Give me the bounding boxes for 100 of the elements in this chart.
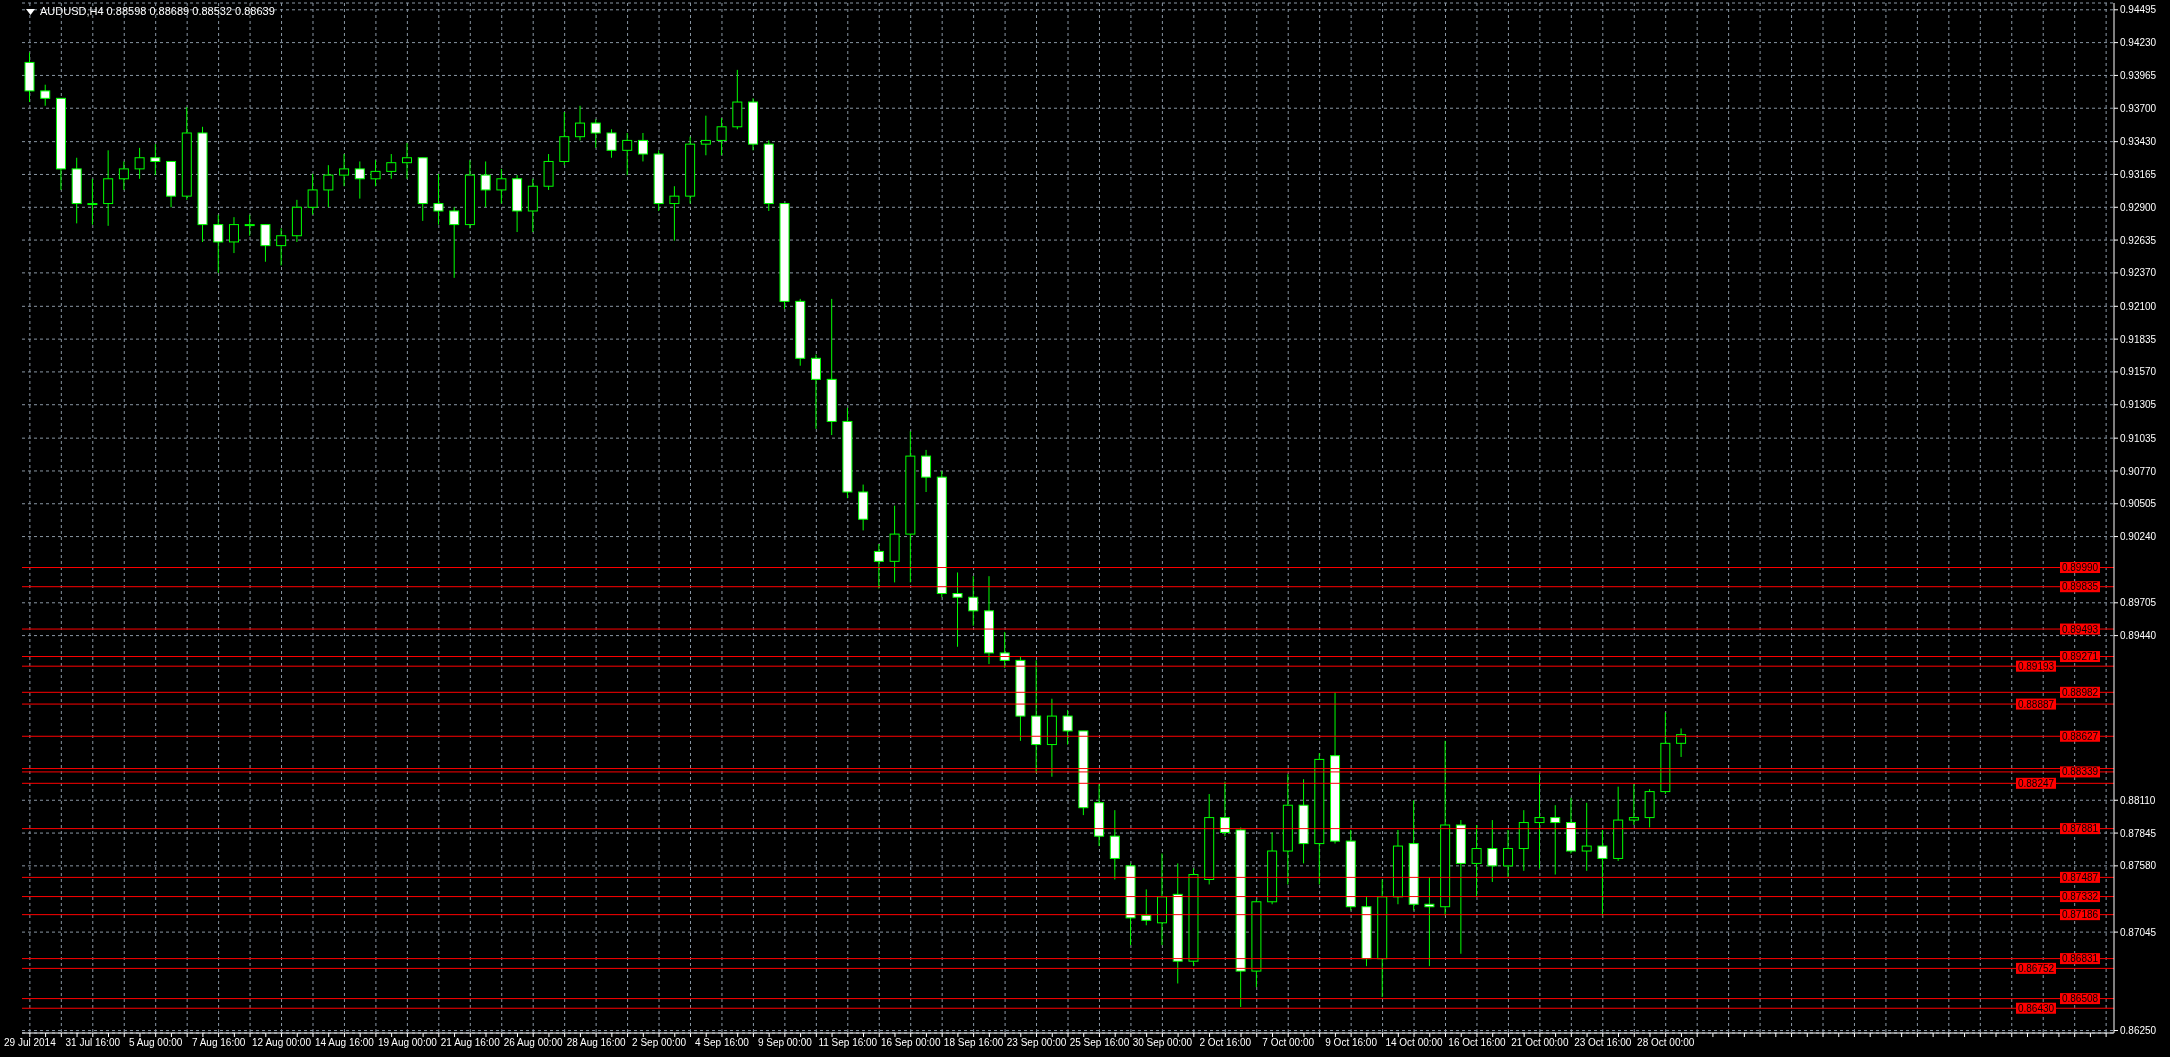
ref-line-label: 0.88887 bbox=[2017, 698, 2055, 710]
x-tick-label: 16 Sep 00:00 bbox=[880, 1037, 941, 1049]
y-tick-label: 0.92635 bbox=[2120, 234, 2157, 246]
candlestick bbox=[1471, 824, 1482, 898]
y-tick-label: 0.87580 bbox=[2120, 860, 2157, 872]
candlestick bbox=[622, 132, 633, 176]
x-tick-label: 25 Sep 16:00 bbox=[1069, 1037, 1130, 1049]
chart-title: AUDUSD,H4 0.88598 0.88689 0.88532 0.88639 bbox=[40, 5, 275, 18]
x-tick-label: 21 Oct 00:00 bbox=[1511, 1037, 1569, 1049]
candlestick bbox=[1424, 876, 1435, 967]
y-tick-label: 0.92100 bbox=[2120, 300, 2157, 312]
candlestick bbox=[1487, 819, 1498, 883]
x-tick-label: 11 Sep 16:00 bbox=[818, 1037, 878, 1049]
x-tick-label: 19 Aug 00:00 bbox=[377, 1037, 438, 1049]
y-tick-label: 0.91035 bbox=[2120, 432, 2157, 444]
x-tick-label: 12 Aug 00:00 bbox=[252, 1037, 312, 1049]
x-tick-label: 2 Sep 00:00 bbox=[632, 1037, 687, 1049]
candlestick bbox=[968, 575, 979, 627]
ref-line-label: 0.89193 bbox=[2017, 660, 2055, 672]
candlestick bbox=[1109, 809, 1120, 880]
candlestick bbox=[118, 160, 129, 191]
x-tick-label: 14 Aug 16:00 bbox=[314, 1037, 375, 1049]
ref-line-label: 0.89835 bbox=[2061, 581, 2099, 593]
ref-line-label: 0.89990 bbox=[2061, 562, 2099, 574]
y-tick-label: 0.89705 bbox=[2120, 597, 2157, 609]
ref-line-label: 0.88247 bbox=[2017, 777, 2055, 789]
candlestick bbox=[1628, 783, 1639, 826]
x-tick-label: 21 Aug 16:00 bbox=[440, 1037, 501, 1049]
x-tick-label: 9 Oct 16:00 bbox=[1325, 1037, 1378, 1049]
candlestick bbox=[1219, 781, 1230, 837]
y-tick-label: 0.92900 bbox=[2120, 201, 2157, 213]
candlestick bbox=[276, 227, 287, 266]
x-tick-label: 29 Jul 2014 bbox=[4, 1037, 57, 1049]
candlestick bbox=[669, 185, 680, 242]
candlestick bbox=[323, 164, 334, 208]
candlestick bbox=[921, 449, 932, 493]
y-tick-label: 0.94495 bbox=[2120, 4, 2157, 16]
candlestick bbox=[1550, 804, 1561, 876]
y-tick-label: 0.91835 bbox=[2120, 333, 2157, 345]
ref-line-label: 0.87487 bbox=[2061, 871, 2099, 883]
x-tick-label: 16 Oct 16:00 bbox=[1448, 1037, 1507, 1049]
x-tick-label: 23 Sep 00:00 bbox=[1006, 1037, 1067, 1049]
candlestick bbox=[606, 128, 617, 159]
y-tick-label: 0.90240 bbox=[2120, 531, 2157, 543]
candlestick bbox=[386, 153, 397, 180]
x-tick-label: 4 Sep 16:00 bbox=[694, 1037, 750, 1049]
y-tick-label: 0.94230 bbox=[2120, 37, 2157, 49]
candlestick bbox=[1062, 709, 1073, 746]
candlestick bbox=[716, 117, 727, 156]
candlestick bbox=[496, 168, 507, 205]
ref-line-label: 0.86508 bbox=[2061, 993, 2099, 1005]
candlestick bbox=[700, 115, 711, 156]
candlestick bbox=[1676, 727, 1687, 758]
candlestick bbox=[213, 214, 224, 274]
candlestick bbox=[449, 206, 460, 279]
candlestick bbox=[1141, 888, 1152, 926]
candlestick bbox=[590, 118, 601, 149]
ref-line-label: 0.86831 bbox=[2061, 953, 2099, 965]
x-tick-label: 2 Oct 16:00 bbox=[1199, 1037, 1252, 1049]
candlestick bbox=[480, 160, 491, 208]
x-tick-label: 28 Aug 16:00 bbox=[566, 1037, 627, 1049]
candlestick bbox=[433, 173, 444, 226]
x-tick-label: 18 Sep 16:00 bbox=[943, 1037, 1004, 1049]
candlestick bbox=[307, 173, 318, 216]
x-tick-label: 26 Aug 00:00 bbox=[503, 1037, 564, 1049]
candlestick bbox=[1534, 773, 1545, 869]
candlestick bbox=[952, 571, 963, 648]
ref-line-label: 0.88627 bbox=[2061, 730, 2099, 742]
candlestick bbox=[402, 142, 412, 180]
y-tick-label: 0.92370 bbox=[2120, 267, 2157, 279]
candlestick bbox=[1597, 829, 1608, 916]
candlestick bbox=[40, 84, 51, 107]
y-tick-label: 0.89440 bbox=[2120, 630, 2157, 642]
candlestick bbox=[228, 216, 239, 254]
x-tick-label: 28 Oct 00:00 bbox=[1637, 1037, 1695, 1049]
x-tick-label: 7 Aug 16:00 bbox=[191, 1037, 246, 1049]
x-tick-label: 23 Oct 16:00 bbox=[1574, 1037, 1632, 1049]
y-tick-label: 0.93430 bbox=[2120, 136, 2157, 148]
ref-line-label: 0.87186 bbox=[2061, 909, 2099, 921]
candlestick bbox=[87, 178, 98, 226]
candlestick bbox=[134, 147, 145, 180]
x-tick-label: 30 Sep 00:00 bbox=[1132, 1037, 1193, 1049]
candlestick bbox=[339, 153, 350, 187]
candlestick bbox=[810, 354, 821, 430]
y-tick-label: 0.93965 bbox=[2120, 69, 2157, 81]
y-tick-label: 0.87045 bbox=[2120, 926, 2157, 938]
y-tick-label: 0.87845 bbox=[2120, 827, 2157, 839]
y-tick-label: 0.91570 bbox=[2120, 366, 2157, 378]
candlestick bbox=[1581, 802, 1592, 872]
ref-line-label: 0.87881 bbox=[2061, 823, 2099, 835]
ref-line-label: 0.88982 bbox=[2061, 686, 2099, 698]
ref-line-label: 0.88339 bbox=[2061, 766, 2099, 778]
ref-line-label: 0.89493 bbox=[2061, 623, 2099, 635]
ref-line-label: 0.87332 bbox=[2061, 891, 2099, 903]
x-tick-label: 7 Oct 00:00 bbox=[1262, 1037, 1315, 1049]
ref-line-label: 0.89271 bbox=[2061, 651, 2099, 663]
candlestick bbox=[150, 143, 161, 176]
y-tick-label: 0.90770 bbox=[2120, 465, 2157, 477]
y-tick-label: 0.90505 bbox=[2120, 498, 2157, 510]
candlestick bbox=[637, 132, 648, 162]
